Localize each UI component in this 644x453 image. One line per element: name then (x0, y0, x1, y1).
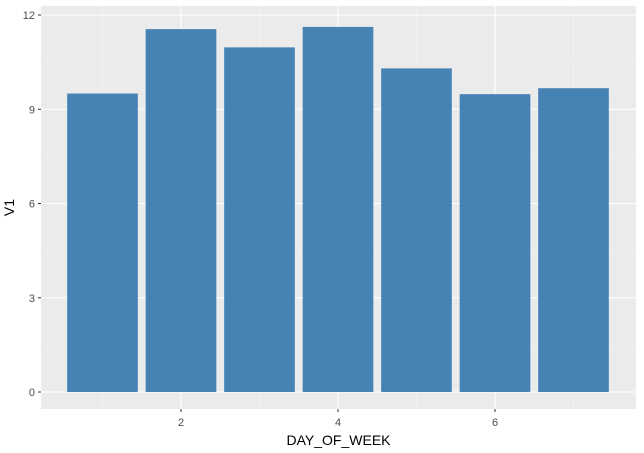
y-tick-label: 3 (29, 293, 35, 305)
bar-day-4 (302, 26, 374, 393)
y-axis-title: V1 (1, 199, 17, 216)
x-tick-label: 2 (178, 417, 184, 429)
x-tick-label: 4 (335, 417, 341, 429)
bars (67, 26, 609, 393)
x-axis-title: DAY_OF_WEEK (287, 432, 392, 448)
bar-day-6 (459, 94, 531, 393)
bar-day-1 (67, 93, 138, 393)
y-tick-labels: 0 3 6 9 12 (23, 10, 35, 399)
bar-day-5 (381, 68, 452, 393)
y-tick-label: 9 (29, 104, 35, 116)
x-tick-labels: 2 4 6 (178, 417, 498, 429)
y-tick-label: 6 (29, 199, 35, 211)
y-tick-label: 0 (29, 387, 35, 399)
bar-day-7 (538, 88, 609, 392)
y-tick-label: 12 (23, 10, 35, 22)
x-tick-label: 6 (492, 417, 498, 429)
bar-day-3 (224, 47, 295, 393)
axis-ticks (38, 14, 496, 412)
bar-day-2 (145, 29, 217, 392)
